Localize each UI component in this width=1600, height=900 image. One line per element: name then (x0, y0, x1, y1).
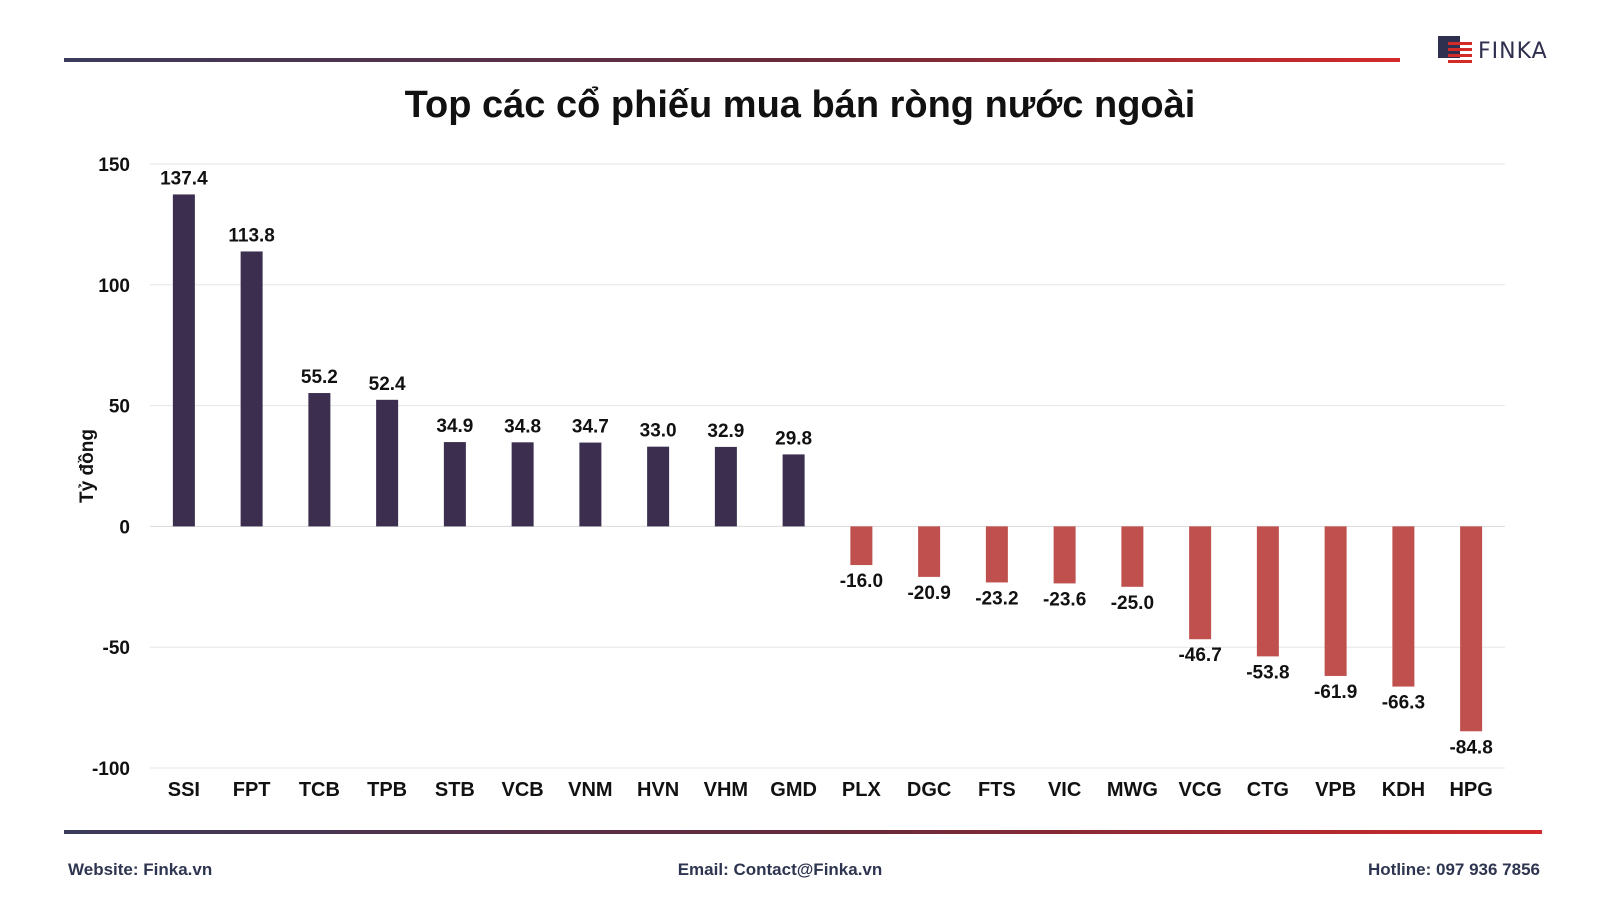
footer-hotline: Hotline: 097 936 7856 (1368, 860, 1540, 879)
x-tick-label: VCG (1178, 779, 1221, 801)
bar (1256, 526, 1279, 657)
data-label: 137.4 (160, 168, 208, 189)
data-label: -66.3 (1382, 693, 1425, 714)
x-tick-label: SSI (168, 779, 200, 801)
bar (376, 399, 399, 527)
x-tick-label: PLX (842, 779, 882, 801)
footer-website[interactable]: Website: Finka.vn (68, 860, 213, 879)
bar (1121, 526, 1144, 587)
bar (579, 442, 602, 527)
bar (1053, 526, 1076, 584)
bar (511, 442, 534, 527)
x-tick-label: DGC (907, 779, 951, 801)
bar (850, 526, 873, 566)
x-tick-label: FTS (978, 779, 1016, 801)
bar (443, 442, 466, 527)
x-tick-label: VHM (704, 779, 748, 801)
x-tick-label: VIC (1048, 779, 1081, 801)
data-label: 34.7 (572, 417, 609, 438)
y-axis-label: Tỷ đồng (77, 429, 98, 503)
x-tick-label: VPB (1315, 779, 1356, 801)
x-tick-label: VCB (502, 779, 544, 801)
data-label: 113.8 (228, 225, 275, 246)
data-label: 52.4 (369, 374, 406, 395)
chart-title: Top các cổ phiếu mua bán ròng nước ngoài (404, 84, 1196, 126)
bar (985, 526, 1008, 583)
data-label: 34.9 (436, 416, 473, 437)
x-tick-label: FPT (233, 779, 271, 801)
y-tick-label: 50 (109, 397, 130, 418)
y-tick-label: 150 (98, 155, 130, 176)
x-tick-label: HVN (637, 779, 679, 801)
footer-email[interactable]: Email: Contact@Finka.vn (677, 860, 883, 879)
y-tick-label: -50 (103, 638, 130, 659)
data-label: -53.8 (1246, 662, 1289, 683)
x-tick-label: MWG (1107, 779, 1158, 801)
y-tick-label: 0 (119, 517, 130, 538)
bar (918, 526, 941, 577)
data-label: 34.8 (504, 416, 541, 437)
x-tick-label: TPB (367, 779, 407, 801)
bar (1189, 526, 1212, 640)
x-tick-label: CTG (1247, 779, 1289, 801)
y-tick-label: -100 (92, 759, 130, 780)
data-label: 55.2 (301, 367, 338, 388)
x-tick-label: GMD (770, 779, 817, 801)
logo-text: FINKA (1478, 39, 1548, 64)
finka-logo: FINKA (1438, 36, 1564, 70)
data-label: -46.7 (1178, 645, 1221, 666)
data-label: -20.9 (907, 583, 950, 604)
x-tick-label: KDH (1382, 779, 1425, 801)
bar (172, 194, 195, 527)
bar (782, 454, 805, 527)
data-label: -84.8 (1449, 737, 1492, 758)
header-rule (64, 58, 1400, 62)
data-label: 29.8 (775, 428, 812, 449)
bar (1324, 526, 1347, 676)
data-label: 33.0 (640, 421, 677, 442)
x-tick-label: VNM (568, 779, 612, 801)
bar (1392, 526, 1415, 687)
bar (647, 446, 670, 527)
data-label: -25.0 (1111, 593, 1154, 614)
bar-chart: 150 100 50 0 -50 -100 Tỷ đồng 137.4 SSI 113.8 FPT 5… (77, 155, 1505, 801)
bar (714, 446, 737, 527)
y-tick-label: 100 (98, 276, 130, 297)
data-label: -23.2 (975, 588, 1018, 609)
bar (240, 251, 263, 527)
footer-rule (64, 830, 1542, 834)
finka-logo-icon (1438, 36, 1472, 63)
x-tick-label: STB (435, 779, 475, 801)
bar (1460, 526, 1483, 732)
data-label: -61.9 (1314, 682, 1357, 703)
x-tick-label: HPG (1449, 779, 1492, 801)
data-label: -16.0 (840, 571, 883, 592)
x-tick-label: TCB (299, 779, 340, 801)
bar (308, 393, 331, 527)
data-label: 32.9 (707, 421, 744, 442)
data-label: -23.6 (1043, 589, 1086, 610)
